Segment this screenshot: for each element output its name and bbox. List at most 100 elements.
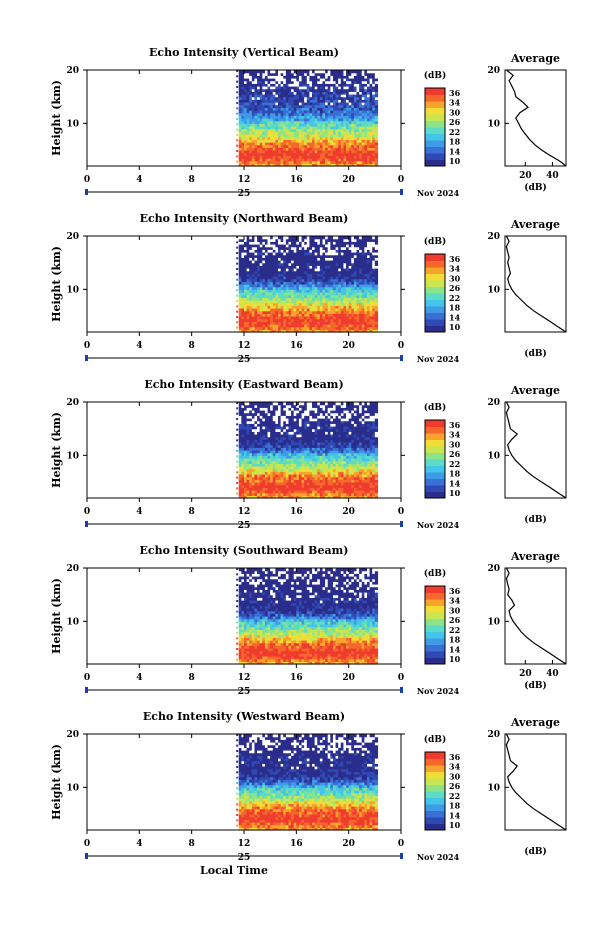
heatmap-cell (356, 91, 360, 95)
heatmap-cell (353, 80, 358, 84)
heatmap-cell (353, 305, 358, 309)
heatmap-cell (298, 436, 303, 440)
heatmap-cell (283, 402, 287, 406)
heatmap-cell (335, 302, 339, 306)
heatmap-cell (264, 294, 269, 298)
heatmap-cell (283, 163, 287, 167)
heatmap-cell (301, 286, 305, 290)
date-bar-marker (85, 355, 88, 361)
heatmap-cell (322, 276, 326, 280)
heatmap-cell (259, 83, 263, 87)
heatmap-cell (338, 265, 342, 269)
heatmap-cell (312, 131, 316, 135)
heatmap-cell (270, 410, 274, 414)
heatmap-cell (298, 423, 303, 427)
heatmap-cell (356, 257, 360, 261)
heatmap-cell (356, 305, 360, 309)
heatmap-cell (309, 423, 313, 427)
heatmap-cell (314, 110, 318, 114)
heatmap-cell (301, 431, 305, 435)
heatmap-cell (346, 91, 350, 95)
heatmap-cell (296, 418, 300, 422)
colorbar-swatch (425, 133, 445, 141)
heatmap-cell (351, 110, 355, 114)
heatmap-cell (298, 284, 303, 288)
heatmap-cell (264, 476, 269, 480)
heatmap-cell (374, 123, 379, 127)
heatmap-cell (309, 136, 313, 140)
heatmap-cell (304, 407, 308, 411)
heatmap-cell (325, 118, 329, 122)
heatmap-cell (374, 241, 379, 245)
heatmap-cell (267, 482, 271, 486)
heatmap-cell (335, 120, 339, 124)
heatmap-cell (272, 302, 276, 306)
heatmap-cell (296, 458, 300, 462)
heatmap-cell (304, 260, 308, 264)
heatmap-cell (249, 476, 253, 480)
heatmap-cell (257, 474, 261, 478)
heatmap-cell (314, 302, 318, 306)
heatmap-cell (343, 257, 347, 261)
heatmap-cell (278, 484, 282, 488)
heatmap-cell (314, 265, 318, 269)
heatmap-cell (296, 107, 300, 111)
heatmap-cell (364, 102, 368, 106)
heatmap-cell (366, 118, 371, 122)
heatmap-cell (257, 241, 261, 245)
heatmap-cell (298, 268, 303, 272)
heatmap-cell (272, 273, 276, 277)
heatmap-cell (288, 281, 292, 285)
heatmap-cell (272, 316, 276, 320)
heatmap-cell (257, 468, 261, 472)
heatmap-cell (309, 270, 313, 274)
heatmap-cell (325, 104, 329, 108)
heatmap-cell (343, 91, 347, 95)
heatmap-cell (327, 158, 331, 162)
heatmap-cell (330, 142, 334, 146)
heatmap-cell (332, 152, 337, 156)
heatmap-cell (312, 163, 316, 167)
heatmap-cell (330, 260, 334, 264)
heatmap-cell (246, 452, 250, 456)
heatmap-cell (332, 260, 337, 264)
heatmap-cell (364, 270, 368, 274)
heatmap-cell (325, 163, 329, 167)
heatmap-cell (293, 284, 297, 288)
heatmap-cell (288, 442, 292, 446)
heatmap-cell (251, 94, 256, 98)
heatmap-cell (241, 281, 245, 285)
heatmap-cell (330, 281, 334, 285)
heatmap-cell (259, 70, 263, 74)
heatmap-cell (364, 316, 368, 320)
heatmap-cell (285, 150, 290, 154)
heatmap-cell (298, 249, 303, 253)
heatmap-cell (332, 310, 337, 314)
heatmap-cell (301, 447, 305, 451)
heatmap-cell (361, 152, 365, 156)
heatmap-cell (340, 72, 345, 76)
heatmap-cell (296, 270, 300, 274)
heatmap-cell (238, 458, 242, 462)
heatmap-cell (346, 99, 350, 103)
colorbar-swatch (425, 107, 445, 115)
heatmap-cell (285, 147, 290, 151)
heatmap-cell (257, 281, 261, 285)
heatmap-cell (244, 292, 248, 296)
heatmap-cell (317, 126, 321, 130)
heatmap-cell (332, 78, 337, 82)
colorbar-swatch (425, 260, 445, 268)
heatmap-cell (340, 126, 345, 130)
heatmap-cell (241, 120, 245, 124)
heatmap-cell (291, 490, 295, 494)
heatmap-cell (317, 131, 321, 135)
heatmap-cell (369, 78, 373, 82)
heatmap-cell (275, 289, 279, 293)
colorbar-tick-label: 30 (449, 107, 461, 117)
heatmap-cell (293, 426, 297, 430)
heatmap-cell (322, 115, 326, 119)
heatmap-cell (361, 241, 365, 245)
heatmap-cell (296, 268, 300, 272)
heatmap-cell (272, 257, 276, 261)
heatmap-cell (259, 107, 263, 111)
